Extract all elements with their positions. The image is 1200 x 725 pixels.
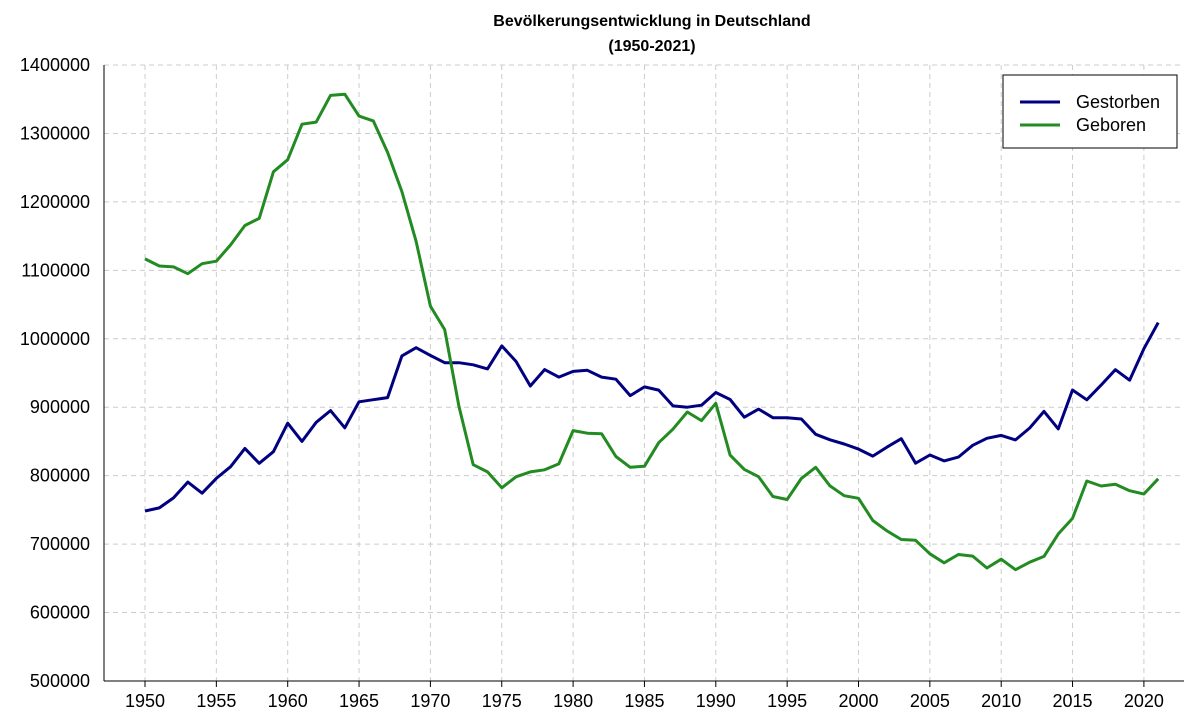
y-tick-label: 700000 (30, 534, 90, 554)
series-line-gestorben (144, 321, 1160, 513)
x-tick-label: 2000 (838, 691, 878, 711)
x-tick-label: 1960 (268, 691, 308, 711)
chart-title: Bevölkerungsentwicklung in Deutschland (493, 13, 810, 30)
x-tick-label: 1965 (339, 691, 379, 711)
x-tick-label: 2005 (910, 691, 950, 711)
x-tick-label: 1955 (196, 691, 236, 711)
x-tick-label: 1970 (410, 691, 450, 711)
y-tick-label: 1100000 (21, 260, 90, 280)
legend-label-gestorben: Gestorben (1076, 92, 1160, 112)
legend: Gestorben Geboren (1002, 74, 1178, 149)
y-tick-label: 1300000 (20, 123, 90, 143)
x-tick-label: 1995 (767, 691, 807, 711)
x-tick-label: 1980 (553, 691, 593, 711)
y-tick-label: 500000 (30, 671, 90, 691)
chart-subtitle: (1950-2021) (608, 38, 695, 55)
y-tick-label: 1400000 (20, 55, 90, 75)
y-tick-label: 1200000 (20, 192, 90, 212)
x-tick-label: 2015 (1053, 691, 1093, 711)
x-tick-label: 2020 (1124, 691, 1164, 711)
x-tick-label: 2010 (981, 691, 1021, 711)
x-tick-label: 1950 (125, 691, 165, 711)
x-tick-label: 1990 (696, 691, 736, 711)
y-tick-label: 800000 (30, 466, 90, 486)
y-tick-label: 1000000 (20, 329, 90, 349)
x-tick-label: 1985 (624, 691, 664, 711)
y-tick-label: 900000 (30, 397, 90, 417)
legend-label-geboren: Geboren (1076, 115, 1146, 135)
series-line-geboren (144, 92, 1160, 572)
y-tick-label: 600000 (30, 603, 90, 623)
x-tick-label: 1975 (482, 691, 522, 711)
